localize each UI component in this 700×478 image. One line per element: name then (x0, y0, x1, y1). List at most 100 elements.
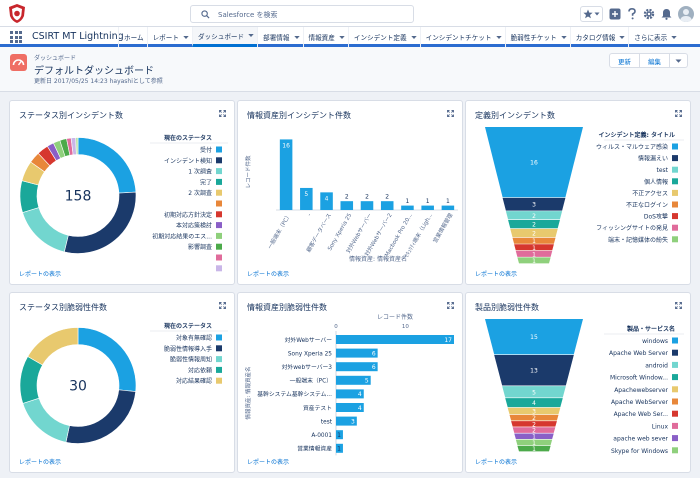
funnel-segment[interactable] (517, 445, 551, 452)
y-axis-label: レコード件数 (244, 155, 252, 189)
chevron-down-icon[interactable] (619, 35, 625, 40)
bar[interactable] (320, 192, 333, 210)
bar[interactable] (380, 201, 394, 210)
view-report-link[interactable]: レポートの表示 (475, 459, 518, 466)
legend-label: 個人情報 (644, 178, 668, 186)
chevron-down-icon[interactable] (495, 35, 502, 40)
chevron-down-icon[interactable] (183, 35, 189, 40)
csirt-shield-logo[interactable] (7, 3, 27, 24)
bar[interactable] (300, 187, 313, 210)
bar[interactable] (336, 335, 454, 344)
donut-slice[interactable] (75, 137, 79, 155)
bar[interactable] (421, 205, 434, 210)
funnel-segment[interactable] (515, 439, 553, 446)
x-axis-label: レコード件数 (377, 313, 413, 321)
tab-2[interactable]: ダッシュボード (191, 27, 258, 47)
more-actions-button[interactable] (670, 53, 688, 68)
legend-label: 情報漏えい (638, 155, 668, 163)
tab-1[interactable]: レポート (146, 27, 192, 47)
tab-0[interactable]: ホーム (118, 27, 147, 47)
expand-icon[interactable] (675, 302, 682, 309)
tab-7[interactable]: 脆弱性チケット (504, 27, 570, 47)
funnel-segment[interactable] (485, 319, 583, 355)
tab-9[interactable]: さらに表示 (628, 27, 680, 47)
funnel-segment[interactable] (517, 257, 551, 264)
donut-slice[interactable] (19, 180, 40, 213)
refresh-button[interactable]: 更新 (609, 53, 640, 68)
bar[interactable] (401, 205, 414, 210)
funnel-segment[interactable] (505, 398, 563, 408)
bar[interactable] (441, 205, 455, 210)
bar[interactable] (336, 403, 364, 412)
donut-slice[interactable] (77, 137, 137, 194)
funnel-segment[interactable] (494, 354, 574, 386)
legend-swatch (672, 361, 678, 368)
funnel-segment[interactable] (515, 250, 553, 257)
edit-button[interactable]: 編集 (640, 53, 670, 68)
funnel-segment[interactable] (514, 433, 554, 440)
favorites-button[interactable] (580, 6, 603, 22)
tab-label: 情報資産 (308, 34, 335, 42)
bar[interactable] (336, 362, 378, 372)
funnel-segment[interactable] (512, 237, 556, 244)
funnel-segment[interactable] (505, 211, 563, 220)
bar[interactable] (336, 375, 371, 385)
tab-5[interactable]: インシデント定義 (347, 27, 420, 47)
bar[interactable] (340, 201, 354, 210)
expand-icon[interactable] (219, 302, 226, 309)
expand-icon[interactable] (219, 110, 226, 117)
user-avatar[interactable] (678, 6, 694, 22)
funnel-segment[interactable] (509, 414, 559, 421)
funnel-segment[interactable] (510, 228, 558, 238)
view-report-link[interactable]: レポートの表示 (19, 271, 62, 278)
help-icon[interactable] (627, 8, 637, 20)
funnel-segment[interactable] (512, 427, 556, 433)
funnel-segment[interactable] (507, 407, 561, 415)
app-launcher-icon[interactable] (10, 31, 22, 43)
bar[interactable] (336, 416, 357, 426)
global-search-input[interactable]: Salesforce を検索 (190, 5, 414, 23)
bar[interactable] (360, 201, 374, 210)
expand-icon[interactable] (675, 110, 682, 117)
bar[interactable] (336, 348, 378, 358)
app-navigation-bar: CSIRT MT Lightning ホーム レポート ダッシュボード 部署情報 情報資… (0, 27, 700, 47)
add-icon[interactable] (609, 8, 621, 20)
expand-icon[interactable] (447, 110, 454, 117)
chevron-down-icon[interactable] (671, 35, 677, 40)
chevron-down-icon[interactable] (410, 35, 417, 40)
funnel-segment[interactable] (502, 386, 566, 398)
funnel-segment[interactable] (485, 127, 583, 198)
donut-slice[interactable] (19, 356, 43, 404)
tab-4[interactable]: 情報資産 (302, 27, 348, 47)
funnel-segment[interactable] (514, 244, 554, 251)
chevron-down-icon[interactable] (293, 35, 300, 40)
donut-slice[interactable] (22, 397, 70, 443)
bar-value-label: 1 (337, 432, 341, 439)
chevron-down-icon[interactable] (561, 35, 567, 40)
view-report-link[interactable]: レポートの表示 (247, 459, 290, 466)
bar[interactable] (336, 430, 343, 440)
donut-slice[interactable] (65, 389, 137, 444)
funnel-segment[interactable] (511, 421, 557, 427)
view-report-link[interactable]: レポートの表示 (19, 459, 62, 466)
donut-slice[interactable] (27, 327, 79, 366)
tab-3[interactable]: 部署情報 (257, 27, 302, 47)
donut-slice[interactable] (22, 207, 69, 253)
tab-8[interactable]: カタログ情報 (569, 27, 629, 47)
gear-icon[interactable] (643, 8, 655, 20)
legend-title: 現在のステータス (164, 322, 212, 330)
chevron-down-icon[interactable] (248, 33, 254, 38)
bar[interactable] (279, 139, 293, 210)
bar[interactable] (336, 389, 364, 399)
funnel-value: 1 (532, 434, 536, 441)
view-report-link[interactable]: レポートの表示 (247, 271, 290, 278)
bell-icon[interactable] (661, 8, 672, 20)
funnel-segment[interactable] (502, 197, 566, 211)
bar[interactable] (336, 443, 343, 453)
expand-icon[interactable] (447, 302, 454, 309)
funnel-segment[interactable] (508, 220, 560, 229)
view-report-link[interactable]: レポートの表示 (475, 271, 518, 278)
tab-6[interactable]: インシデントチケット (419, 27, 505, 47)
chevron-down-icon[interactable] (339, 35, 345, 40)
